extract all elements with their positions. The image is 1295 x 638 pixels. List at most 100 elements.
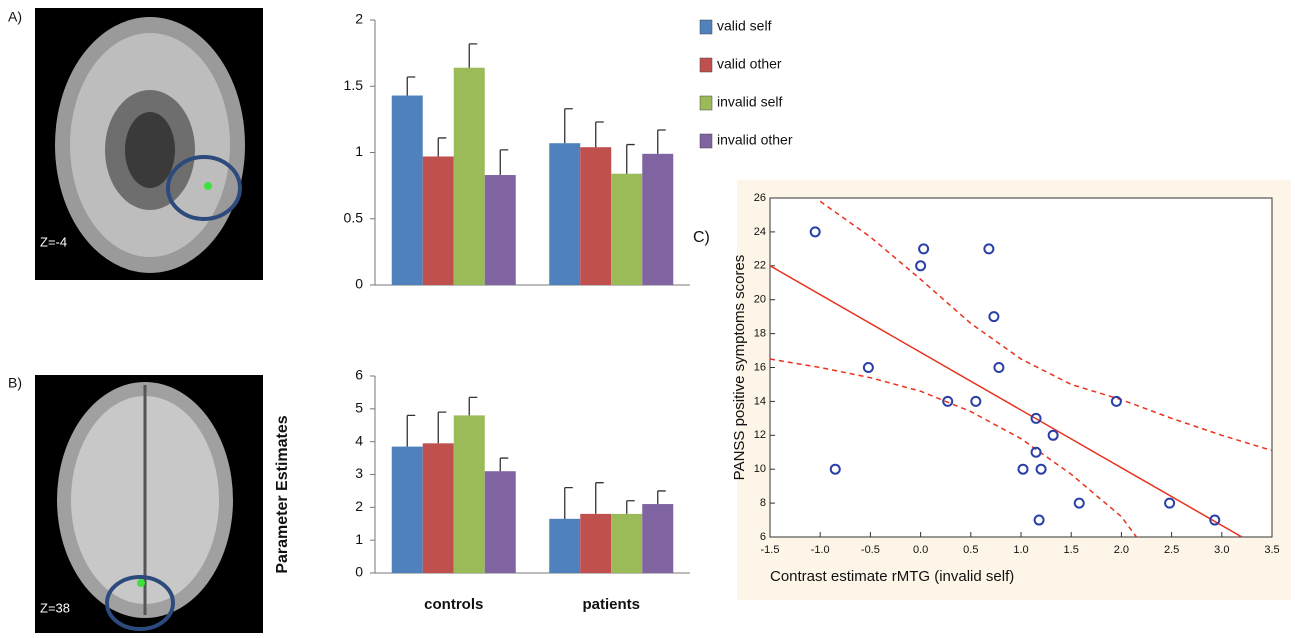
y-tick-label: 6 <box>355 367 363 383</box>
x-tick-label: 3.0 <box>1214 544 1229 556</box>
point <box>970 395 982 407</box>
legend-swatch <box>699 57 713 73</box>
x-tick-label: 2.0 <box>1114 544 1129 556</box>
bar <box>484 471 516 573</box>
y-tick-label: 0 <box>355 276 363 292</box>
x-tick-label: 0.5 <box>963 544 978 556</box>
error-bar <box>406 76 416 96</box>
error-bar <box>499 149 509 176</box>
y-tick-label: 5 <box>355 400 363 416</box>
bar <box>391 95 423 286</box>
confidence-band <box>770 358 1138 537</box>
y-tick-label: 1 <box>355 143 363 159</box>
error-bar <box>657 490 666 505</box>
y-axis-label: PANSS positive symptoms scores <box>731 255 748 481</box>
error-bar <box>564 486 573 519</box>
point <box>1073 497 1085 509</box>
y-tick-label: 16 <box>754 361 766 373</box>
point <box>1030 446 1042 458</box>
bar <box>642 504 674 573</box>
slice-label: Z=38 <box>40 600 70 615</box>
y-tick-label: 0 <box>355 564 363 580</box>
x-tick-label: controls <box>424 596 483 613</box>
y-tick-label: 8 <box>760 497 766 509</box>
x-tick-label: 1.0 <box>1013 544 1028 556</box>
error-bar <box>499 457 509 472</box>
legend-label: valid other <box>717 56 782 72</box>
y-tick-label: 2 <box>355 498 363 514</box>
error-bar <box>468 43 478 68</box>
y-tick-label: 1.5 <box>344 77 364 93</box>
bar <box>391 446 423 573</box>
point <box>809 226 821 238</box>
point <box>983 243 995 255</box>
bar <box>549 143 581 285</box>
point <box>1209 514 1221 526</box>
x-tick-label: patients <box>582 596 640 613</box>
y-tick-label: 22 <box>754 260 766 272</box>
point <box>1047 429 1059 441</box>
x-tick-label: -0.5 <box>861 544 880 556</box>
point <box>1017 463 1029 475</box>
plot-frame <box>769 197 1273 538</box>
legend-swatch <box>699 133 713 149</box>
point <box>1033 514 1045 526</box>
brain-slice-b <box>35 375 263 633</box>
y-tick-label: 3 <box>355 465 363 481</box>
point <box>829 463 841 475</box>
error-bar <box>437 137 447 157</box>
y-tick-label: 4 <box>355 432 363 448</box>
legend-swatch <box>699 95 713 111</box>
y-tick-label: 18 <box>754 328 766 340</box>
y-tick-label: 14 <box>754 395 766 407</box>
legend-label: invalid other <box>717 132 793 148</box>
error-bar <box>626 143 635 174</box>
y-tick-label: 24 <box>754 226 766 238</box>
bar <box>484 175 516 285</box>
y-tick-label: 12 <box>754 429 766 441</box>
legend-label: invalid self <box>717 94 782 110</box>
brain-slice-a <box>35 8 263 280</box>
error-bar <box>657 129 666 154</box>
bar <box>549 518 581 573</box>
panel-label: A) <box>8 9 22 25</box>
bar <box>642 153 674 285</box>
y-tick-label: 1 <box>355 531 363 547</box>
y-tick-label: 10 <box>754 463 766 475</box>
x-tick-label: 0.0 <box>913 544 928 556</box>
error-bar <box>595 482 604 514</box>
point <box>993 362 1005 373</box>
point <box>1164 497 1176 509</box>
bar <box>611 513 643 573</box>
bar <box>453 67 485 285</box>
x-axis-label: Contrast estimate rMTG (invalid self) <box>770 568 1014 585</box>
x-tick-label: 2.5 <box>1164 544 1179 556</box>
point <box>918 243 930 255</box>
point <box>1030 412 1042 424</box>
x-tick-label: 1.5 <box>1064 544 1079 556</box>
y-tick-label: 0.5 <box>344 209 364 225</box>
x-tick-label: -1.0 <box>811 544 830 556</box>
bar <box>422 443 454 573</box>
x-tick-label: -1.5 <box>761 544 780 556</box>
error-bar <box>595 121 604 148</box>
error-bar <box>626 500 635 514</box>
legend-swatch <box>699 19 713 35</box>
bar <box>580 513 612 573</box>
confidence-band <box>819 200 1272 452</box>
error-bar <box>406 414 416 447</box>
legend-label: valid self <box>717 18 772 34</box>
regression-line <box>770 265 1243 537</box>
point <box>942 395 954 407</box>
y-tick-label: 20 <box>754 294 766 306</box>
point <box>988 311 1000 323</box>
point <box>1110 395 1122 407</box>
bar <box>422 156 454 285</box>
error-bar <box>468 396 478 416</box>
slice-label: Z=-4 <box>40 234 67 249</box>
error-bar <box>564 108 573 144</box>
panel-label: C) <box>693 229 710 246</box>
y-tick-label: 2 <box>355 11 363 27</box>
panel-label: B) <box>8 375 22 391</box>
